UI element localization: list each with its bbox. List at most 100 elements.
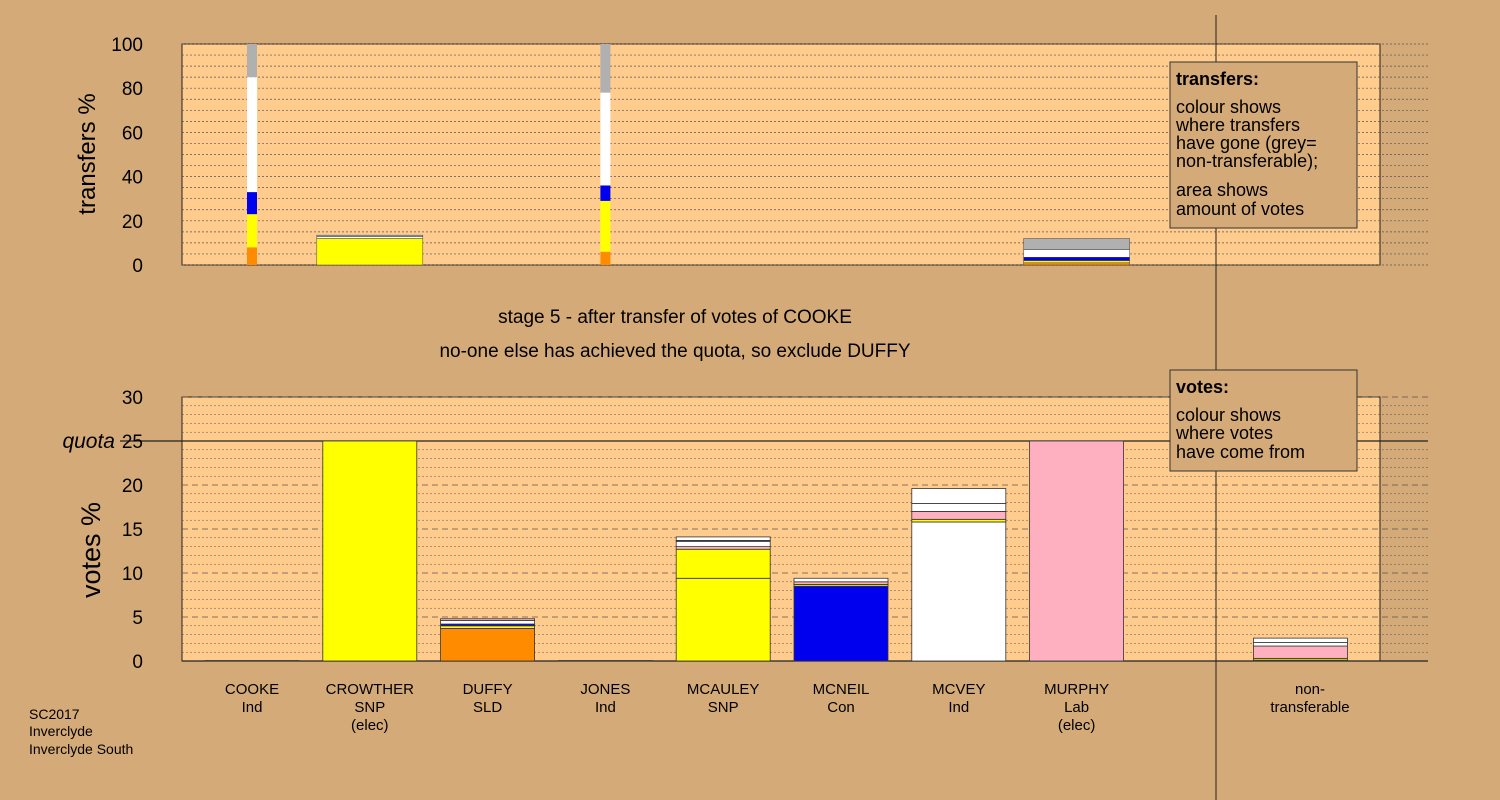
vote-segment <box>911 510 1007 520</box>
vote-segment <box>440 620 536 625</box>
vote-bar <box>204 660 300 662</box>
vote-segment <box>793 585 889 662</box>
candidate-label: transferable <box>1270 699 1349 716</box>
votes-bars <box>204 440 1348 662</box>
transfer-segment <box>1023 249 1130 258</box>
votes-legend-line: where votes <box>1175 423 1273 443</box>
vote-segment <box>558 660 653 662</box>
transfer-segment <box>600 200 611 252</box>
candidate-label: Ind <box>595 699 616 716</box>
candidate-label: Ind <box>242 699 263 716</box>
transfers-legend: transfers: colour shows where transfers … <box>1169 61 1358 229</box>
transfers-legend-line: area shows <box>1176 180 1268 200</box>
votes-legend-title: votes: <box>1176 377 1229 397</box>
vote-bar <box>1253 637 1348 662</box>
y-tick-label: 80 <box>122 79 143 100</box>
candidate-label: COOKE <box>225 681 279 698</box>
candidate-label: DUFFY <box>463 681 513 698</box>
transfer-bar <box>316 234 424 266</box>
transfer-segment <box>600 251 611 265</box>
candidate-label: Con <box>827 699 855 716</box>
vote-bar <box>440 618 536 662</box>
footer-ward: Inverclyde South <box>29 741 133 757</box>
candidate-label: Lab <box>1064 699 1089 716</box>
y-tick-label: 20 <box>122 212 143 233</box>
footer-council: Inverclyde <box>29 723 93 739</box>
transfer-segment <box>247 44 257 78</box>
candidate-label: SNP <box>354 699 385 716</box>
candidate-label: CROWTHER <box>326 681 414 698</box>
vote-segment <box>1253 637 1348 643</box>
transfers-y-axis-label: transfers % <box>74 93 101 214</box>
candidate-label: (elec) <box>351 717 389 734</box>
transfers-bars <box>247 44 1130 266</box>
votes-legend-line: colour shows <box>1176 405 1281 425</box>
transfer-segment <box>600 92 611 186</box>
vote-segment <box>793 577 889 583</box>
transfer-bar <box>1023 238 1130 266</box>
vote-bar <box>558 660 653 662</box>
candidate-labels: COOKEIndCROWTHERSNP(elec)DUFFYSLDJONESIn… <box>225 681 1350 734</box>
vote-segment <box>1029 440 1124 662</box>
vote-bar <box>675 536 771 662</box>
vote-segment <box>204 660 300 662</box>
vote-segment <box>911 521 1007 662</box>
vote-segment <box>675 577 771 662</box>
y-tick-label: 0 <box>132 652 143 673</box>
quota-label: quota <box>62 430 115 453</box>
transfer-segment <box>1023 257 1130 261</box>
transfers-legend-line: have gone (grey= <box>1176 133 1317 153</box>
y-tick-label: 20 <box>122 476 143 497</box>
votes-y-ticks: 0 5 10 15 20 25 30 <box>122 388 143 673</box>
transfers-y-ticks: 0 20 40 60 80 100 <box>111 35 143 277</box>
vote-segment <box>440 628 536 662</box>
vote-segment <box>675 536 771 541</box>
transfer-segment <box>247 192 257 215</box>
transfer-segment <box>1023 260 1130 264</box>
transfer-segment <box>600 44 611 93</box>
y-tick-label: 60 <box>122 123 143 144</box>
transfer-segment <box>316 238 424 266</box>
candidate-label: SLD <box>473 699 502 716</box>
candidate-label: (elec) <box>1058 717 1096 734</box>
y-tick-label: 10 <box>122 564 143 585</box>
y-tick-label: 5 <box>132 608 143 629</box>
transfer-segment <box>247 77 257 193</box>
y-tick-label: 25 <box>122 432 143 453</box>
transfer-bar <box>247 44 257 265</box>
footer-election: SC2017 <box>29 706 80 722</box>
candidate-label: MCVEY <box>932 681 985 698</box>
vote-segment <box>1253 645 1348 659</box>
y-tick-label: 100 <box>111 35 143 56</box>
candidate-label: SNP <box>708 699 739 716</box>
votes-legend: votes: colour shows where votes have com… <box>1169 369 1358 472</box>
vote-segment <box>911 503 1007 512</box>
candidate-label: Ind <box>948 699 969 716</box>
vote-segment <box>675 540 771 548</box>
candidate-label: MCAULEY <box>687 681 760 698</box>
candidate-label: JONES <box>580 681 630 698</box>
y-tick-label: 30 <box>122 388 143 409</box>
votes-y-axis-label: votes % <box>76 502 106 598</box>
vote-bar <box>322 440 418 662</box>
transfer-segment <box>316 234 424 237</box>
transfers-legend-line: colour shows <box>1176 97 1281 117</box>
stage-description: stage 5 - after transfer of votes of COO… <box>498 307 852 328</box>
transfer-segment <box>247 247 257 265</box>
y-tick-label: 40 <box>122 168 143 189</box>
transfers-legend-line: where transfers <box>1175 115 1300 135</box>
transfers-legend-line: non-transferable); <box>1176 151 1318 171</box>
vote-bar <box>793 577 889 662</box>
transfer-segment <box>1023 262 1130 266</box>
vote-segment <box>322 440 418 662</box>
vote-segment <box>911 488 1007 504</box>
transfer-segment <box>316 236 424 239</box>
votes-legend-line: have come from <box>1176 442 1305 462</box>
transfers-legend-title: transfers: <box>1176 69 1259 89</box>
candidate-label: non- <box>1295 681 1325 698</box>
transfer-bar <box>600 44 611 265</box>
vote-bar <box>911 488 1007 662</box>
y-tick-label: 15 <box>122 520 143 541</box>
candidate-label: MURPHY <box>1044 681 1109 698</box>
